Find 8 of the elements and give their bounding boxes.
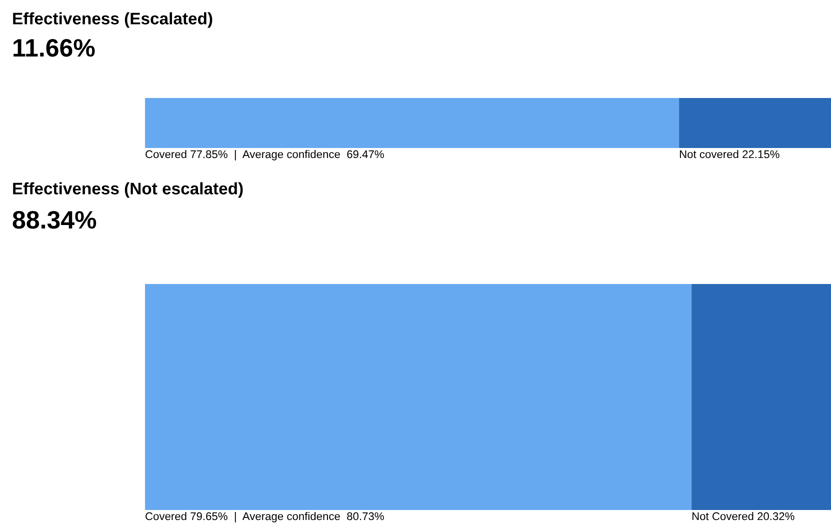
chart-subtitle: 11.66% bbox=[14, 39, 95, 57]
data-label: Covered 79.65% | Average confidence 80.73% bbox=[146, 512, 384, 522]
data-label: Covered 77.85% | Average confidence 69.47% bbox=[146, 150, 384, 160]
chart-subtitle: 88.34% bbox=[12, 211, 96, 229]
chart-title: Effectiveness (Not escalated) bbox=[13, 182, 243, 198]
data-label: Not covered 22.15% bbox=[680, 150, 780, 158]
data-label: Not Covered 20.32% bbox=[692, 512, 794, 520]
chart-title: Effectiveness (Escalated) bbox=[13, 12, 212, 28]
